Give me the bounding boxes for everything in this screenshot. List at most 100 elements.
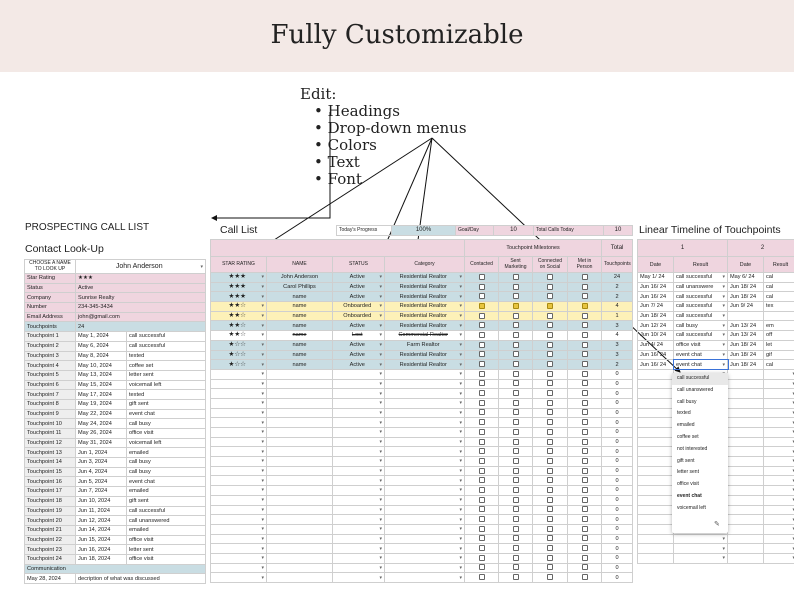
status-select[interactable] [332, 552, 385, 564]
status-select[interactable] [332, 388, 385, 399]
timeline-date[interactable]: Jun 16/ 24 [637, 281, 674, 293]
menu-item[interactable]: emailed [677, 422, 695, 429]
category-select[interactable]: Residential Realtor [384, 310, 465, 322]
milestone-checkbox[interactable] [547, 283, 553, 290]
milestone-checkbox[interactable] [478, 545, 485, 552]
milestone-checkbox[interactable] [581, 486, 588, 493]
status-select[interactable] [332, 494, 385, 506]
milestone-checkbox[interactable] [512, 293, 519, 300]
star-rating-select[interactable] [210, 494, 267, 506]
milestone-checkbox[interactable] [512, 467, 519, 474]
milestone-checkbox[interactable] [581, 370, 588, 377]
star-rating-select[interactable] [210, 407, 267, 419]
timeline-cell[interactable] [637, 465, 674, 477]
star-rating-select[interactable] [210, 533, 267, 545]
status-select[interactable] [332, 504, 385, 516]
milestone-checkbox[interactable] [478, 535, 485, 542]
contact-name[interactable] [266, 494, 333, 506]
timeline-date[interactable]: Jun 10/ 24 [637, 330, 674, 341]
category-select[interactable] [384, 504, 465, 516]
contact-name[interactable] [266, 368, 333, 380]
milestone-checkbox[interactable] [478, 438, 485, 445]
category-select[interactable] [384, 465, 465, 477]
milestone-checkbox[interactable] [581, 273, 588, 280]
timeline-cell[interactable] [673, 543, 728, 554]
milestone-checkbox[interactable] [547, 293, 553, 300]
star-rating-select[interactable] [210, 436, 267, 448]
milestone-checkbox[interactable] [547, 535, 553, 542]
timeline-cell[interactable] [763, 523, 794, 535]
milestone-checkbox[interactable] [512, 574, 519, 581]
milestone-checkbox[interactable] [512, 486, 519, 493]
milestone-checkbox[interactable] [581, 331, 588, 338]
timeline-cell[interactable] [763, 388, 794, 399]
timeline-cell[interactable] [763, 368, 794, 380]
contact-name[interactable]: name [266, 359, 333, 370]
contact-name[interactable]: name [266, 291, 333, 303]
contact-name[interactable] [266, 562, 333, 574]
milestone-checkbox[interactable] [512, 516, 519, 523]
result-dropdown-menu[interactable]: call successful call unanswered call busy t… [672, 373, 728, 533]
status-select[interactable] [332, 456, 385, 467]
milestone-checkbox[interactable] [581, 380, 588, 387]
timeline-cell[interactable] [637, 514, 674, 525]
milestone-checkbox[interactable] [547, 419, 553, 426]
category-select[interactable] [384, 397, 465, 409]
timeline-result-select[interactable]: call successful [673, 291, 728, 303]
timeline-result-select[interactable]: call successful [673, 310, 728, 322]
status-select[interactable] [332, 368, 385, 380]
milestone-checkbox[interactable] [547, 477, 553, 484]
timeline-cell[interactable] [637, 494, 674, 506]
milestone-checkbox[interactable] [478, 351, 485, 358]
status-select[interactable] [332, 475, 385, 487]
milestone-checkbox[interactable] [478, 341, 485, 348]
timeline-result-select[interactable]: cal [763, 272, 794, 283]
status-select[interactable]: Active [332, 320, 385, 332]
timeline-cell[interactable] [637, 397, 674, 409]
milestone-checkbox[interactable] [478, 361, 485, 368]
contact-name[interactable] [266, 543, 333, 554]
timeline-cell[interactable] [763, 533, 794, 545]
milestone-checkbox[interactable] [478, 312, 485, 319]
contact-name[interactable] [266, 552, 333, 564]
milestone-checkbox[interactable] [478, 496, 485, 503]
timeline-cell[interactable] [673, 552, 728, 564]
status-select[interactable]: Onboarded [332, 310, 385, 322]
star-rating-select[interactable]: ★★★ [210, 291, 267, 303]
timeline-cell[interactable] [637, 407, 674, 419]
timeline-cell[interactable] [637, 523, 674, 535]
milestone-checkbox[interactable] [547, 409, 553, 416]
timeline-result-select[interactable]: cal [763, 291, 794, 303]
milestone-checkbox[interactable] [581, 438, 588, 445]
timeline-cell[interactable] [763, 475, 794, 487]
contact-name[interactable] [266, 514, 333, 525]
timeline-date[interactable]: Jun 18/ 24 [637, 310, 674, 322]
milestone-checkbox[interactable] [547, 380, 553, 387]
timeline-cell[interactable] [763, 436, 794, 448]
status-select[interactable] [332, 465, 385, 477]
timeline-result-select[interactable]: call unanswere [673, 281, 728, 293]
contact-name[interactable]: name [266, 339, 333, 351]
timeline-cell[interactable] [637, 533, 674, 545]
milestone-checkbox[interactable] [512, 302, 519, 309]
category-select[interactable] [384, 543, 465, 554]
status-select[interactable] [332, 523, 385, 535]
timeline-cell[interactable] [673, 533, 728, 545]
timeline-cell[interactable] [727, 504, 764, 516]
star-rating-select[interactable] [210, 543, 267, 554]
status-select[interactable] [332, 427, 385, 438]
category-select[interactable] [384, 533, 465, 545]
star-rating-select[interactable] [210, 562, 267, 574]
contact-name[interactable] [266, 417, 333, 428]
milestone-checkbox[interactable] [512, 496, 519, 503]
milestone-checkbox[interactable] [547, 438, 553, 445]
timeline-date[interactable]: May 1/ 24 [637, 272, 674, 283]
milestone-checkbox[interactable] [512, 428, 519, 435]
status-select[interactable] [332, 407, 385, 419]
goal-value[interactable]: 10 [493, 225, 534, 236]
milestone-checkbox[interactable] [512, 322, 519, 329]
contact-name[interactable] [266, 465, 333, 477]
category-select[interactable] [384, 378, 465, 390]
milestone-checkbox[interactable] [512, 525, 519, 532]
category-select[interactable]: Residential Realtor [384, 301, 465, 312]
